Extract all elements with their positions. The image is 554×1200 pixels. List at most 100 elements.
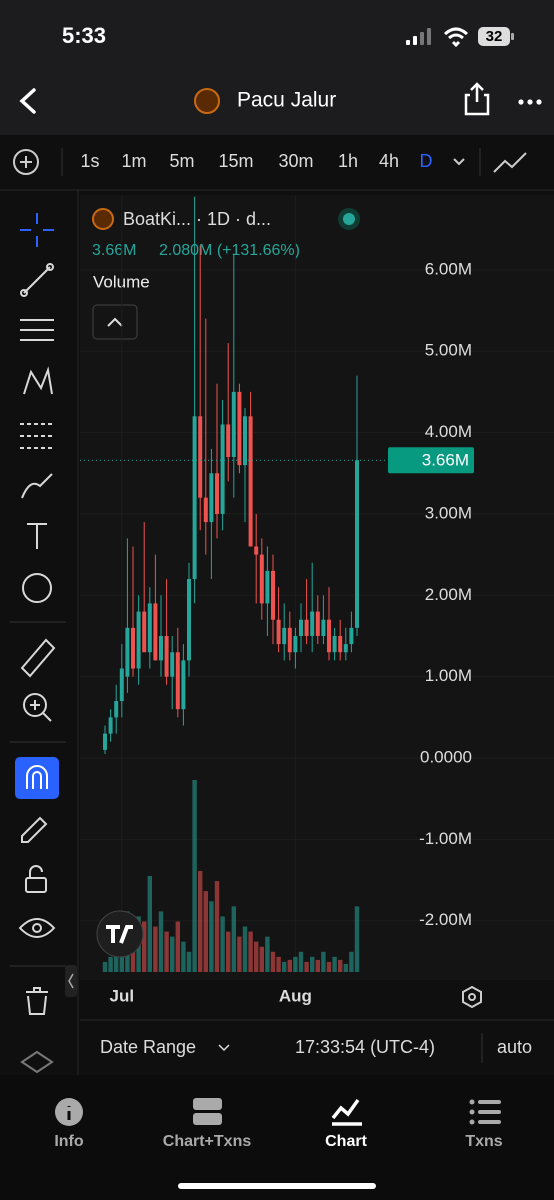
x-tick-label: Aug [279, 986, 312, 1005]
txns-icon [469, 1099, 501, 1125]
visibility-button[interactable] [32, 923, 42, 933]
tab-label[interactable]: Chart+Txns [163, 1133, 252, 1150]
volume-bar [170, 936, 175, 972]
zoom-tool[interactable] [23, 693, 47, 717]
y-tick-label: 2.00M [425, 585, 472, 604]
brush-tool[interactable] [21, 473, 53, 499]
x-tick-label: Jul [110, 986, 135, 1005]
tab-label[interactable]: Chart [325, 1133, 367, 1150]
unlock-button[interactable] [25, 877, 47, 893]
tv-logo [96, 910, 144, 958]
chart-txns-icon [193, 1098, 222, 1110]
candle-body [254, 546, 259, 555]
candle-body [349, 627, 354, 645]
candle-body [259, 554, 264, 604]
candle-body [248, 416, 253, 547]
chart-style-button[interactable] [493, 152, 527, 173]
volume-bar [354, 906, 360, 972]
tab-label[interactable]: Txns [465, 1133, 502, 1150]
delete-button[interactable] [26, 987, 48, 1015]
candle-body [276, 619, 281, 645]
line-tool[interactable] [46, 263, 54, 271]
status-time: 5:33 [62, 23, 106, 48]
date-range-chevron [218, 1044, 230, 1052]
volume-bar [192, 780, 197, 972]
timeframe-button[interactable]: 1m [121, 151, 146, 171]
magnet-button[interactable] [15, 757, 59, 799]
auto-scale[interactable]: auto [497, 1037, 532, 1057]
candle-body [209, 473, 214, 523]
icon-tool[interactable] [22, 573, 52, 603]
text-tool[interactable] [27, 523, 47, 549]
timeframe-menu[interactable] [453, 158, 465, 166]
chart-txns-icon [193, 1113, 222, 1125]
chart-settings[interactable] [462, 985, 482, 1009]
timeframe-button[interactable]: 1h [338, 151, 358, 171]
volume-bar [343, 963, 348, 972]
timeframe-button[interactable]: 5m [169, 151, 194, 171]
volume-bar [315, 959, 320, 972]
lock-drawings[interactable] [21, 816, 48, 843]
drawing-tools [20, 213, 56, 722]
timezone: 17:33:54 (UTC-4) [295, 1037, 435, 1057]
layers-button[interactable] [20, 1050, 54, 1074]
collapse-button[interactable] [92, 304, 138, 340]
unlock-button[interactable] [29, 865, 43, 878]
volume-bar [147, 876, 152, 972]
timeframe-button[interactable]: 15m [218, 151, 253, 171]
candle-body [271, 570, 275, 620]
back-button[interactable] [19, 88, 36, 114]
candle-body [310, 611, 315, 636]
candle-body [203, 497, 208, 523]
crosshair-tool[interactable] [20, 213, 54, 247]
volume-bar [226, 931, 231, 972]
status-dot [343, 213, 355, 225]
share-button[interactable] [464, 82, 490, 116]
collapse-icon [107, 317, 123, 327]
y-tick-label: 4.00M [425, 422, 472, 441]
date-range-button[interactable]: Date Range [100, 1037, 196, 1057]
toolbar-toggle[interactable] [65, 965, 77, 997]
y-tick-label: 5.00M [425, 341, 472, 360]
volume-bar [254, 941, 259, 972]
volume-bar [164, 931, 169, 972]
visibility-button[interactable] [18, 918, 56, 938]
volume-bar [231, 906, 236, 972]
measure-tool[interactable] [20, 638, 56, 678]
fib-tool[interactable] [20, 319, 54, 341]
candle-body [147, 603, 152, 653]
token-icon [194, 88, 220, 114]
timeframe-button[interactable]: 30m [278, 151, 313, 171]
y-tick-label: -1.00M [419, 829, 472, 848]
candle-body [187, 579, 191, 661]
candle-body [237, 391, 242, 466]
volume-bar [209, 901, 214, 972]
candle-body [153, 603, 158, 661]
magnet-icon [26, 765, 48, 789]
add-button[interactable] [13, 149, 39, 175]
timeframe-button[interactable]: 1s [80, 151, 99, 171]
candle-body [192, 416, 197, 580]
candle-body [175, 652, 180, 710]
volume-bar [102, 961, 108, 972]
signal-icon [406, 28, 431, 45]
volume-bar [287, 959, 292, 972]
y-tick-label: -2.00M [419, 910, 472, 929]
line-tool[interactable] [23, 266, 51, 294]
volume-bar [198, 870, 203, 972]
projection-tool[interactable] [20, 423, 54, 449]
pattern-tool[interactable] [23, 366, 53, 395]
candle-body [299, 619, 303, 636]
volume-bar [220, 916, 225, 972]
line-tool[interactable] [20, 289, 28, 297]
tab-label[interactable]: Info [54, 1133, 84, 1150]
timeframe-button[interactable]: 4h [379, 151, 399, 171]
volume-bar [293, 956, 298, 972]
timeframe-button[interactable]: D [420, 151, 433, 171]
candle-body [181, 660, 186, 710]
candle-body [131, 627, 135, 669]
zoom-tool[interactable] [30, 700, 52, 722]
more-button[interactable] [518, 99, 542, 105]
